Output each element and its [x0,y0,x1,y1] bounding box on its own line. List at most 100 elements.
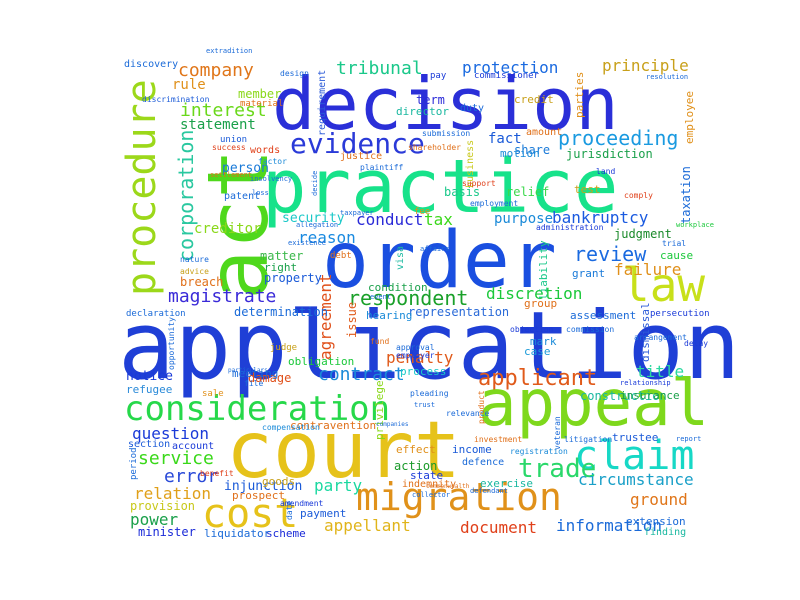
word: existence [288,239,326,247]
word: law [622,258,706,312]
word: order [322,216,557,306]
word: collector [412,491,450,499]
word: statement [180,117,256,133]
word: objection [510,325,554,334]
word: discovery [124,59,179,70]
word: fact [488,131,522,147]
word: duty [460,103,485,114]
word: plaintiff [360,163,404,172]
word: persecution [650,309,710,319]
word: magistrate [168,286,277,307]
word: comply [624,191,653,200]
word: term [416,93,445,107]
word: appeal [478,367,710,441]
word: notice [126,369,173,384]
word: compensation [262,423,320,432]
word: failure [614,260,682,279]
word: administration [536,223,604,232]
word: liability [537,240,550,300]
word: discrimination [142,95,210,104]
word: trade [518,454,597,484]
word: breach [180,275,224,289]
word: share [514,143,551,157]
word: report [676,435,702,443]
word: union [220,135,248,145]
word: arrangement [634,333,687,342]
word: ground [630,490,688,509]
word: words [250,145,281,156]
word: opportunity [167,317,176,370]
word: allegation [296,221,339,229]
word: resolution [646,73,689,81]
word: commissioner [474,71,540,81]
word: party [314,476,363,495]
word: process [400,365,447,378]
word: discretion [486,284,583,303]
word: jurisdiction [566,147,653,161]
word: shareholder [408,143,461,152]
word: review [574,242,647,266]
word: workplace [676,221,714,229]
word: employment [470,199,519,208]
word: protection [462,58,559,77]
word: respondent [348,286,469,310]
word: creditor [194,221,262,237]
word: trustee [612,431,659,444]
word: insolvency [250,175,293,183]
word: commission [566,325,615,334]
word: fund [370,337,390,346]
word: taxpayer [340,209,374,217]
word: application [118,292,741,401]
word: contract [318,364,405,385]
word: companies [376,421,409,428]
word: employer [396,351,435,360]
word: date [285,500,294,520]
word: error [164,466,219,487]
word: settlement [210,171,253,179]
word: meeting [232,367,279,380]
word: design [280,69,309,78]
word: pleading [410,389,449,398]
word: benefit [200,469,234,478]
word: particulars [228,367,268,374]
word: payment [300,507,347,520]
word: loss [252,189,269,197]
word: security [282,211,345,226]
word: damage [248,371,292,385]
word: land [596,167,616,176]
word: relation [134,484,212,503]
word: nature [180,255,209,264]
word: assessment [570,309,637,322]
word: penalty [386,348,454,367]
word: affairs [420,245,450,253]
word: finding [644,527,687,538]
word: title [636,362,685,381]
word: commonwealth [426,483,470,490]
word: extension [626,515,686,528]
word: judge [270,343,298,353]
word: motion [500,147,540,160]
word: company [178,60,254,81]
word: taxation [679,166,693,224]
word: defendant [470,487,508,495]
word: cause [660,249,694,262]
word: basis [444,185,481,199]
word: event [370,293,392,301]
word: practice [262,144,619,230]
word: hearing [366,309,413,322]
word: tax [424,210,453,229]
word: test [574,183,601,196]
word: mark [530,335,557,348]
word: requirement [317,69,328,136]
word: justice [340,151,383,162]
word: factor [258,157,287,166]
word: liquidator [204,527,271,540]
word: determination [234,305,328,319]
word: evidence [290,127,425,160]
word: litigation [564,435,613,444]
word: fee [414,207,431,217]
word: matter [260,249,304,263]
word: decision [272,62,619,146]
word: conduct [356,210,424,229]
